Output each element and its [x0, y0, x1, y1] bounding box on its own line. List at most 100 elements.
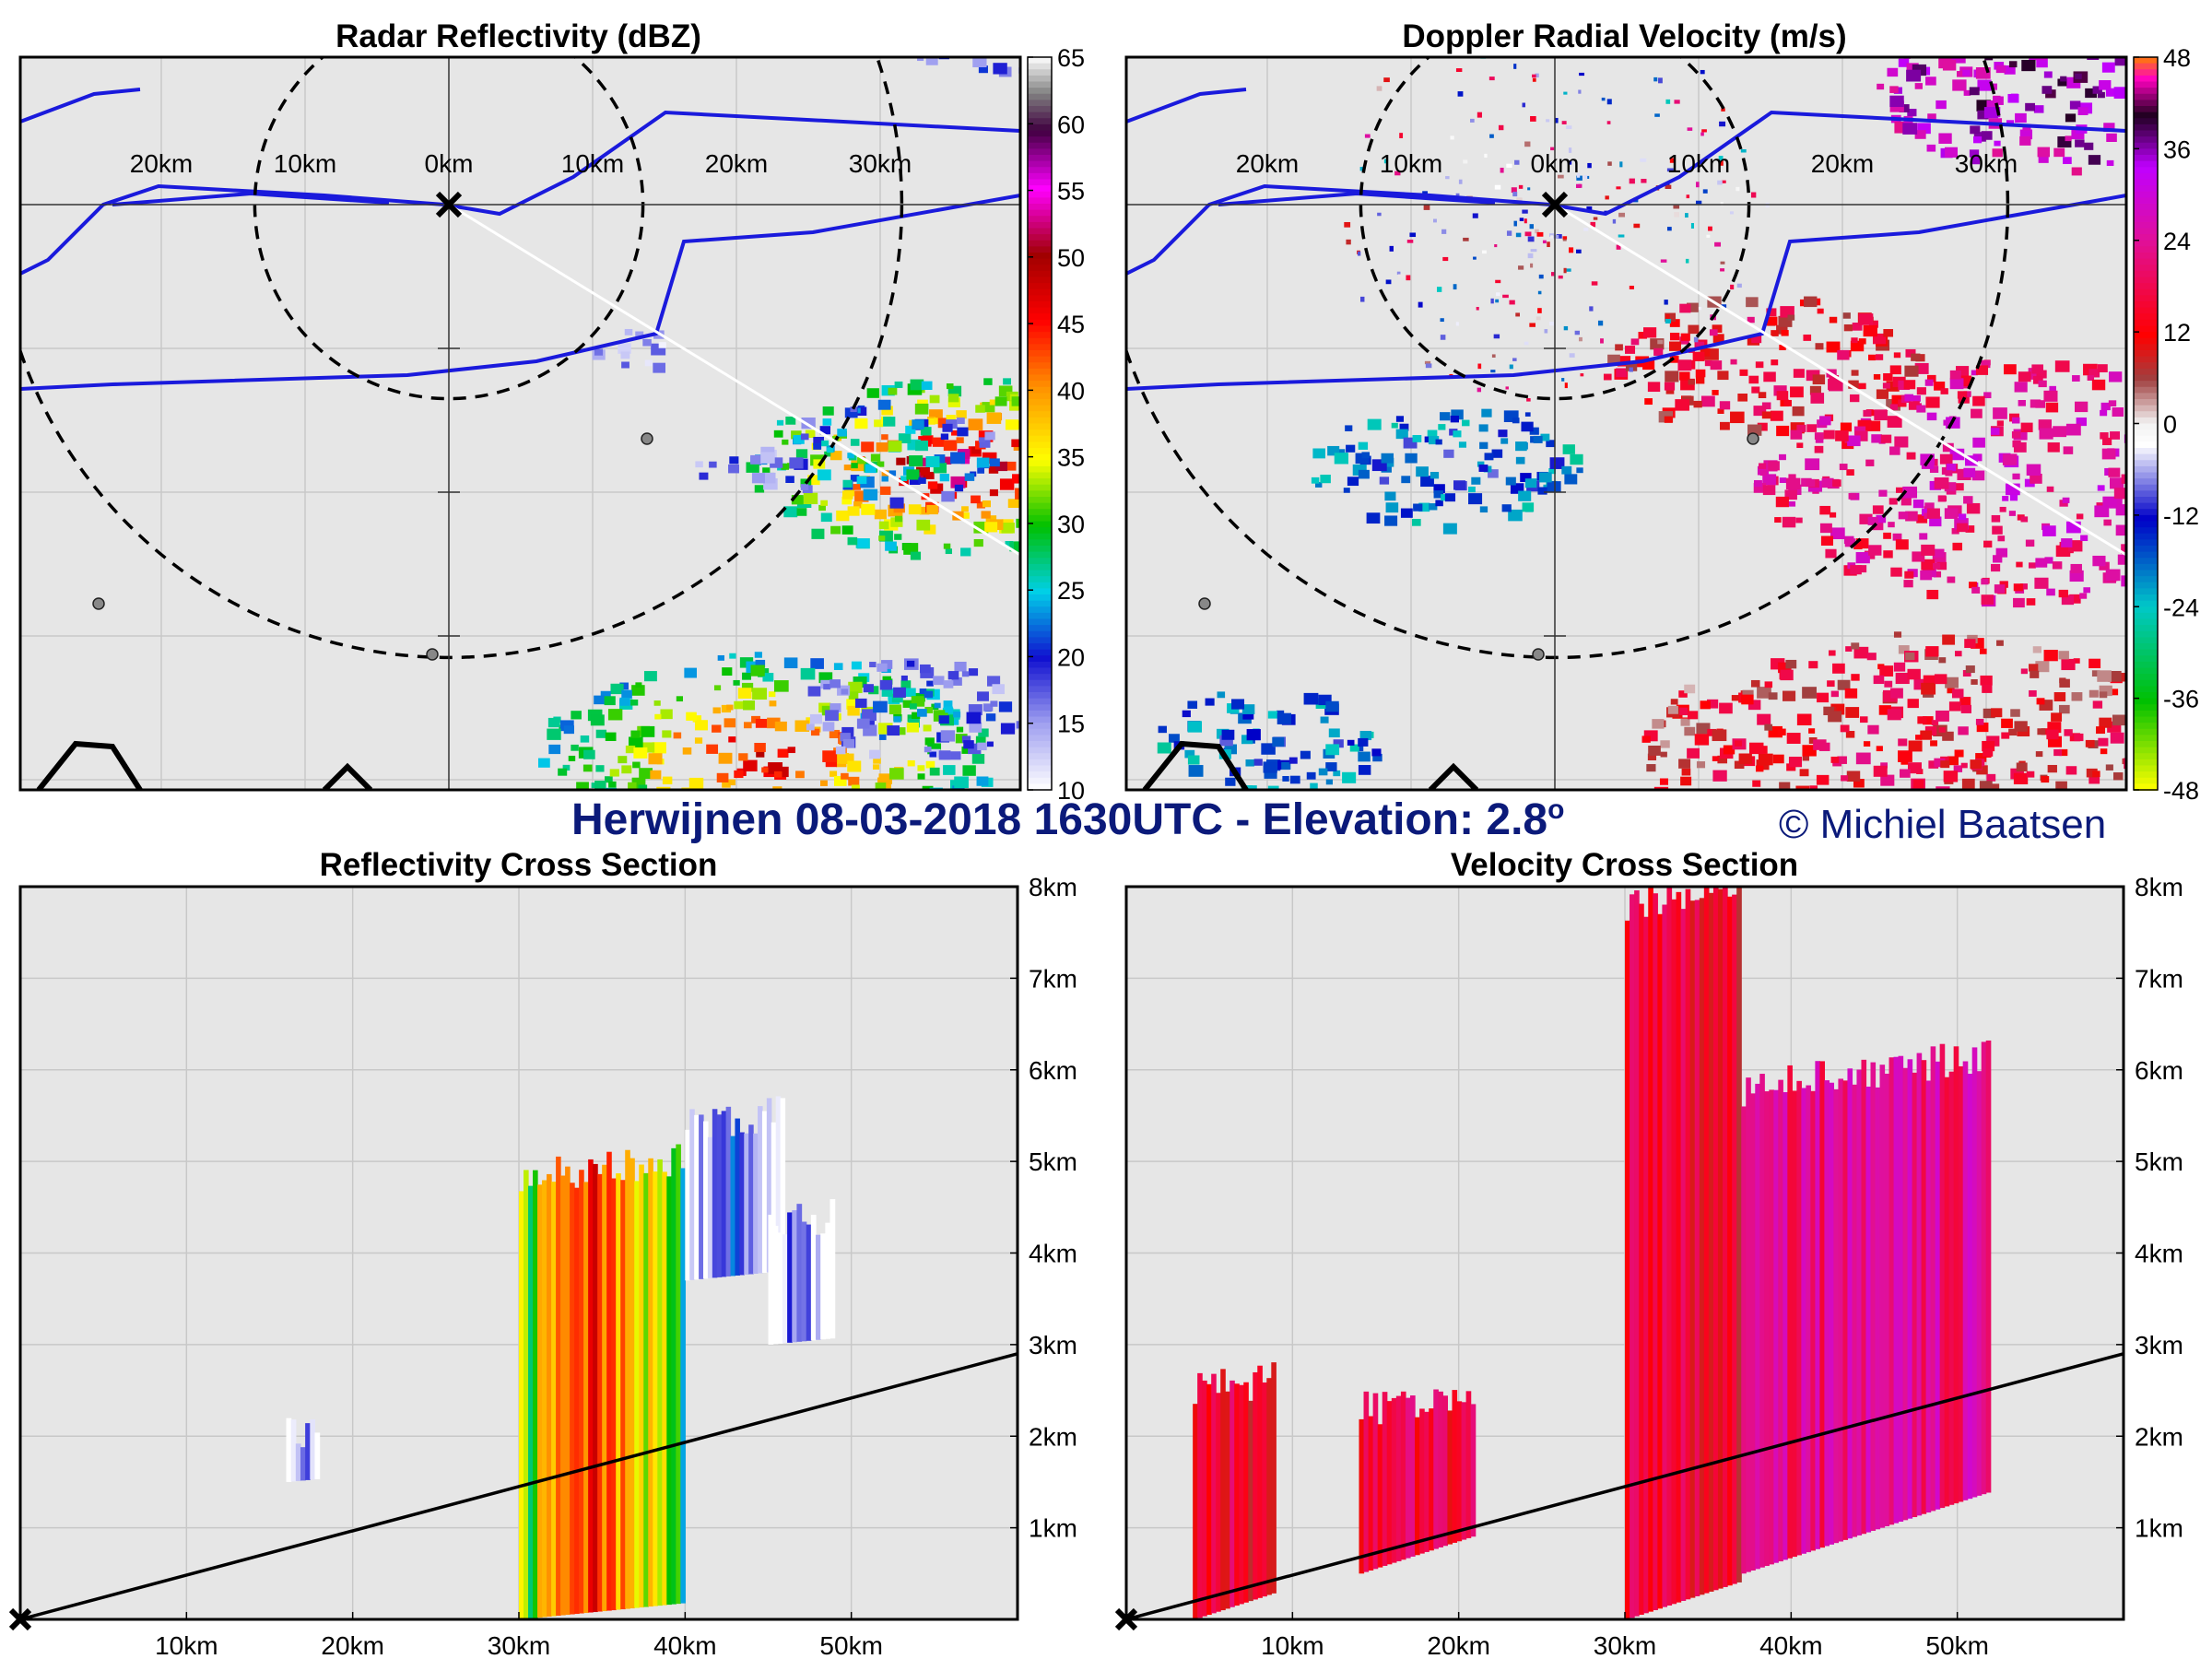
data-cell-storm-east: [796, 508, 807, 516]
data-column-stripe: [699, 1114, 704, 1279]
data-cell-storm-east: [1892, 533, 1902, 541]
data-column-stripe: [1888, 1057, 1895, 1525]
data-cell-storm-south-edge: [986, 741, 994, 747]
data-cell-storm-east-edge: [920, 427, 932, 436]
data-cell-magenta-ne: [2199, 48, 2212, 58]
data-cell-storm-east: [2100, 409, 2108, 417]
data-cell-red-cell: [1773, 385, 1787, 396]
data-cell-storm-east: [1805, 478, 1816, 488]
data-cell-red-cell: [1904, 365, 1919, 377]
data-cell-magenta-ne: [2021, 59, 2036, 72]
colorbar-segment: [2134, 771, 2158, 779]
data-cell-storm-east-edge: [819, 426, 830, 435]
data-cell-blue-cell: [1395, 429, 1408, 440]
data-cell-blue-sw: [1187, 700, 1198, 709]
data-cell-storm-south: [1936, 786, 1950, 790]
data-column-stripe: [1452, 1390, 1458, 1543]
data-cell-storm-east-edge: [870, 453, 881, 462]
data-cell-red-cell: [1665, 371, 1679, 382]
data-cell-storm-south: [1853, 779, 1865, 788]
data-cell-storm-south: [717, 654, 724, 661]
colorbar-segment: [1028, 148, 1052, 156]
data-cell-storm-east: [1957, 523, 1969, 533]
data-cell-blue-sw: [1372, 753, 1382, 762]
data-column-stripe: [1363, 1391, 1370, 1572]
clutter-pixel: [1717, 180, 1723, 185]
data-cell-red-cell: [1889, 365, 1901, 375]
data-cell-storm-south: [583, 749, 595, 759]
data-cell-blue-cell: [1384, 515, 1398, 526]
data-cell-magenta-ne: [1926, 144, 1936, 152]
colorbar-tick-label: -12: [2163, 502, 2199, 530]
data-cell-storm-south: [1954, 749, 1964, 758]
colorbar-segment: [2134, 478, 2158, 486]
data-cell-storm-east: [1775, 496, 1789, 508]
data-cell-storm-east: [1844, 538, 1856, 547]
data-cell-storm-south: [1752, 780, 1761, 787]
colorbar-segment: [2134, 155, 2158, 162]
data-cell-storm-east: [1924, 502, 1935, 511]
data-cell-storm-east: [910, 551, 922, 560]
data-column-stripe: [1783, 1091, 1788, 1560]
data-cell-storm-south: [1772, 754, 1784, 764]
data-cell-storm-south: [1876, 746, 1883, 752]
data-cell-storm-south: [1659, 778, 1668, 785]
data-cell-cell-mid: [653, 362, 666, 373]
clutter-pixel: [1432, 218, 1437, 223]
data-cell-storm-south: [956, 726, 964, 733]
data-cell-cell-ne: [972, 57, 987, 68]
clutter-pixel: [1658, 77, 1663, 84]
colorbar-segment: [2134, 393, 2158, 400]
data-cell-magenta-ne: [2038, 154, 2049, 163]
data-cell-red-cell: [1858, 338, 1866, 345]
data-cell-storm-east: [1944, 482, 1957, 492]
data-cell-red-cell: [1680, 333, 1690, 341]
clutter-pixel: [1441, 229, 1447, 234]
colorbar-segment: [1028, 502, 1052, 511]
data-cell-storm-south: [2058, 651, 2069, 660]
data-cell-storm-south: [660, 709, 673, 720]
data-cell-red-cell: [1806, 424, 1818, 432]
data-cell-storm-south: [1996, 640, 2004, 646]
city-marker: [92, 597, 105, 610]
data-column-stripe: [1815, 1061, 1820, 1549]
data-cell-storm-south-edge: [982, 703, 994, 712]
data-cell-storm-east: [1857, 419, 1872, 431]
data-column-stripe: [1925, 1080, 1932, 1513]
data-column-stripe: [1461, 1402, 1467, 1540]
data-cell-blue-sw: [1263, 761, 1277, 773]
x-tick-label: 10km: [274, 149, 336, 178]
data-cell-blue-cell: [1384, 491, 1396, 501]
colorbar-segment: [2134, 759, 2158, 767]
data-column-stripe: [602, 1164, 607, 1612]
data-cell-storm-east: [822, 406, 834, 416]
data-cell-storm-east: [1983, 392, 1992, 399]
data-column-stripe: [780, 1098, 786, 1272]
data-cell-storm-south: [750, 665, 765, 677]
colorbar-segment: [1028, 204, 1052, 211]
data-cell-magenta-ne: [1993, 96, 2004, 105]
data-column-stripe: [286, 1418, 292, 1482]
border-line: [1126, 88, 1247, 124]
data-cell-storm-south-edge: [998, 701, 1013, 712]
colorbar-segment: [1028, 69, 1052, 76]
data-cell-red-cell: [1607, 354, 1620, 365]
data-cell-storm-south: [794, 720, 810, 732]
data-column-stripe: [796, 1204, 803, 1342]
city-marker: [1532, 648, 1545, 661]
data-column-stripe: [1410, 1395, 1416, 1557]
data-cell-cell-small: [770, 457, 783, 468]
clutter-pixel: [1477, 112, 1482, 118]
clutter-pixel: [1695, 200, 1702, 205]
colorbar-segment: [2134, 674, 2158, 681]
colorbar-segment: [1028, 771, 1052, 779]
data-cell-cell-small: [760, 452, 775, 464]
data-cell-storm-south: [1879, 665, 1894, 677]
data-cell-storm-east: [1933, 571, 1942, 578]
data-cell-storm-east: [1814, 432, 1824, 440]
colorbar-segment: [1028, 75, 1052, 83]
data-cell-storm-south: [1710, 805, 1716, 810]
data-cell-storm-south: [881, 688, 893, 697]
data-column-stripe: [1732, 894, 1737, 1584]
clutter-pixel: [1537, 308, 1542, 313]
